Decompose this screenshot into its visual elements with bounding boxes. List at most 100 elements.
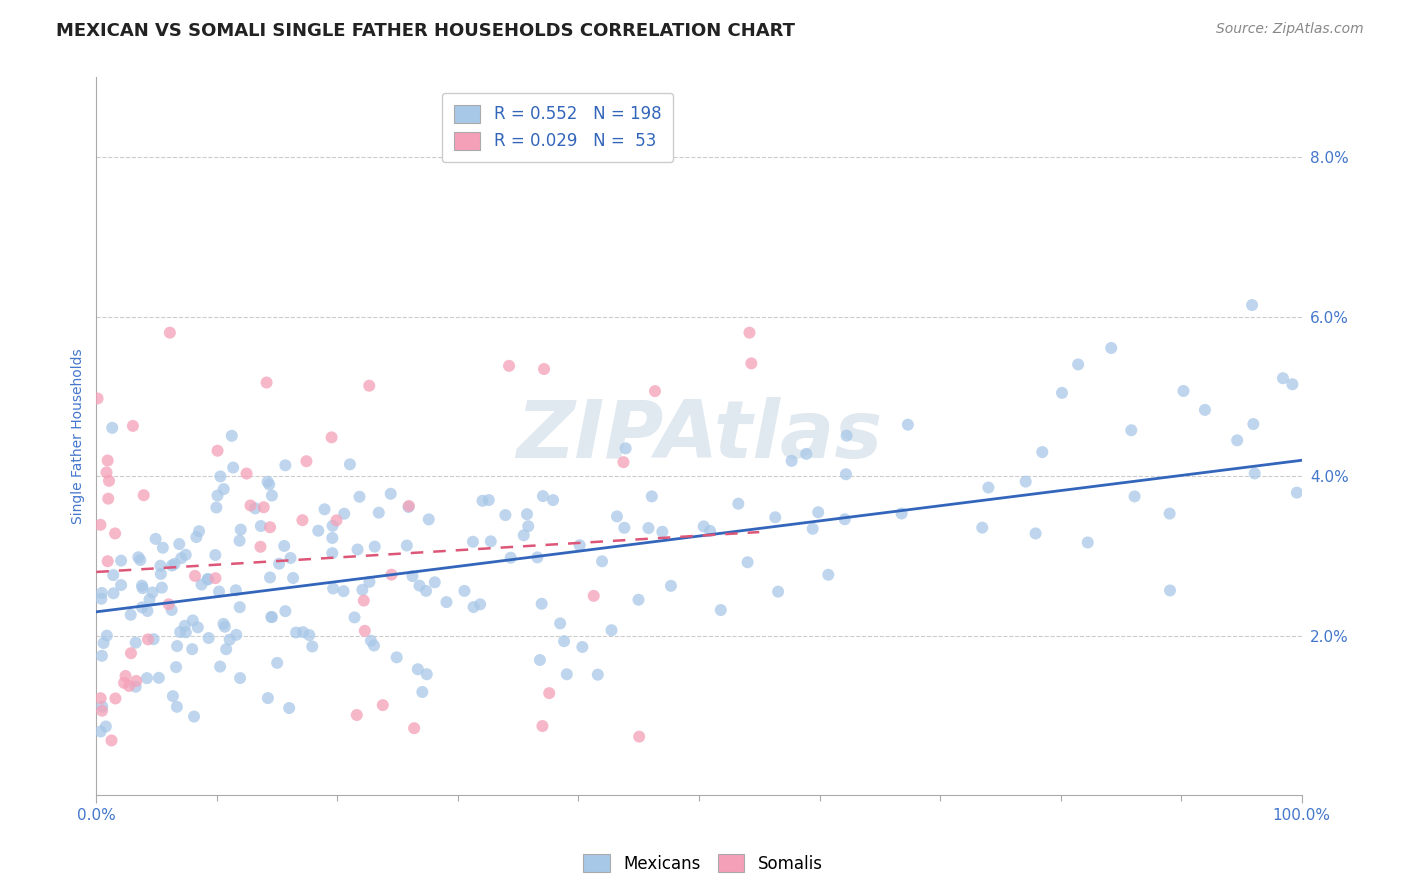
Point xyxy=(204,571,226,585)
Point xyxy=(380,487,402,501)
Text: Source: ZipAtlas.com: Source: ZipAtlas.com xyxy=(1216,22,1364,37)
Point xyxy=(817,567,839,582)
Point xyxy=(142,632,165,647)
Point xyxy=(169,625,191,640)
Point xyxy=(173,619,195,633)
Point xyxy=(93,636,115,650)
Point xyxy=(591,554,613,568)
Point xyxy=(159,326,181,340)
Point xyxy=(1067,358,1090,372)
Point xyxy=(267,557,290,571)
Point xyxy=(321,546,343,560)
Point xyxy=(229,523,252,537)
Point xyxy=(512,528,534,542)
Point xyxy=(281,571,304,585)
Point xyxy=(332,584,354,599)
Point xyxy=(1099,341,1122,355)
Point xyxy=(122,418,145,433)
Point xyxy=(343,610,366,624)
Point xyxy=(235,467,257,481)
Point xyxy=(257,477,280,491)
Point xyxy=(170,551,193,566)
Point xyxy=(498,359,520,373)
Point xyxy=(90,691,112,706)
Point xyxy=(478,493,501,508)
Point xyxy=(571,640,593,654)
Point xyxy=(104,526,127,541)
Point xyxy=(101,421,124,435)
Point xyxy=(259,570,281,584)
Point xyxy=(463,600,485,615)
Y-axis label: Single Father Households: Single Father Households xyxy=(72,349,86,524)
Point xyxy=(321,430,343,444)
Point xyxy=(322,582,344,596)
Point xyxy=(257,691,280,706)
Point xyxy=(260,489,283,503)
Point xyxy=(835,428,858,442)
Point xyxy=(613,521,636,535)
Point xyxy=(120,646,142,660)
Point xyxy=(333,507,356,521)
Point xyxy=(110,578,132,592)
Point xyxy=(499,550,522,565)
Point xyxy=(163,557,186,571)
Point xyxy=(737,555,759,569)
Point xyxy=(187,620,209,634)
Point xyxy=(160,558,183,573)
Point xyxy=(325,513,347,527)
Text: MEXICAN VS SOMALI SINGLE FATHER HOUSEHOLDS CORRELATION CHART: MEXICAN VS SOMALI SINGLE FATHER HOUSEHOL… xyxy=(56,22,796,40)
Point xyxy=(298,628,321,642)
Point xyxy=(274,458,297,473)
Point xyxy=(349,490,371,504)
Point xyxy=(628,730,651,744)
Point xyxy=(548,616,571,631)
Point xyxy=(184,569,207,583)
Point xyxy=(90,591,112,606)
Point xyxy=(212,616,235,631)
Point xyxy=(280,551,302,566)
Point xyxy=(197,631,219,645)
Point xyxy=(91,648,114,663)
Point xyxy=(174,625,197,640)
Point xyxy=(94,719,117,733)
Point xyxy=(1243,467,1265,481)
Point xyxy=(1031,445,1053,459)
Point xyxy=(1241,417,1264,431)
Point xyxy=(408,579,430,593)
Point xyxy=(364,540,387,554)
Point xyxy=(90,586,112,600)
Point xyxy=(197,572,219,586)
Point xyxy=(295,454,318,468)
Point xyxy=(1226,434,1249,448)
Point xyxy=(416,667,439,681)
Point xyxy=(367,506,389,520)
Point xyxy=(273,539,295,553)
Point xyxy=(229,600,252,615)
Point xyxy=(307,524,329,538)
Point xyxy=(215,642,238,657)
Point xyxy=(385,650,408,665)
Point xyxy=(352,582,374,597)
Point xyxy=(250,519,273,533)
Point xyxy=(181,642,204,657)
Point xyxy=(285,625,308,640)
Point xyxy=(222,460,245,475)
Point xyxy=(131,581,153,595)
Point xyxy=(471,493,494,508)
Point xyxy=(322,518,344,533)
Point xyxy=(1194,403,1216,417)
Point xyxy=(214,620,236,634)
Point xyxy=(259,520,281,534)
Point xyxy=(118,679,141,693)
Point xyxy=(129,553,152,567)
Point xyxy=(136,632,159,647)
Point xyxy=(359,378,381,392)
Point xyxy=(1025,526,1047,541)
Point xyxy=(1271,371,1294,385)
Point xyxy=(371,698,394,712)
Point xyxy=(97,554,120,568)
Point xyxy=(363,639,385,653)
Point xyxy=(239,499,262,513)
Point xyxy=(249,540,271,554)
Point xyxy=(468,598,491,612)
